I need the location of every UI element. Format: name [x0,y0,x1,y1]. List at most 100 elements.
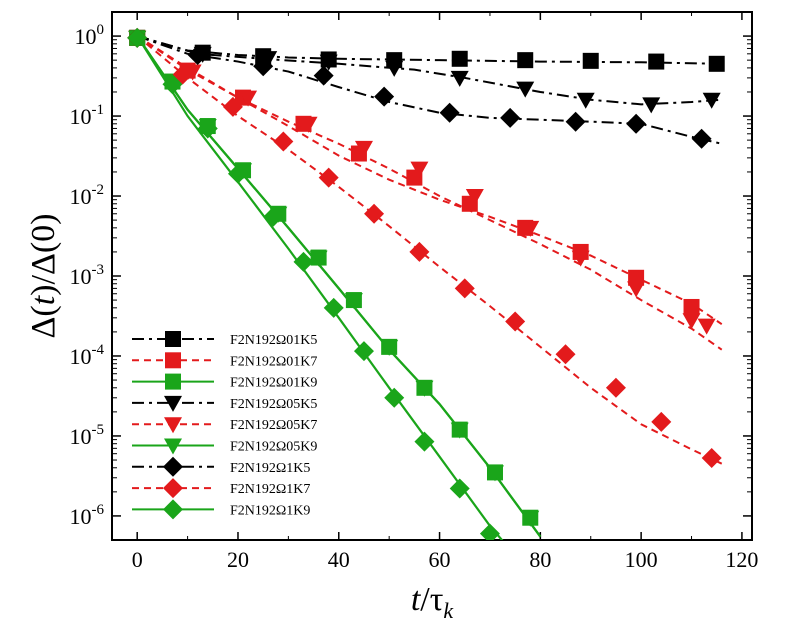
legend-item: F2N192Ω1K9 [132,499,310,520]
data-point [479,523,500,540]
data-point [313,65,334,86]
data-point [323,297,344,318]
y-tick-label-exp: -4 [92,342,105,358]
legend-label: F2N192Ω01K9 [230,376,317,391]
series-line [136,35,722,65]
data-point [708,55,725,72]
x-tick-label: 20 [227,547,249,572]
legend-marker [165,331,181,347]
data-point [227,163,248,184]
x-tick-label: 60 [429,547,451,572]
y-tick-label: 10-1 [70,102,105,129]
series-1 [129,29,725,72]
data-point [309,250,328,267]
legend-marker [165,373,181,390]
data-point [384,387,405,408]
data-point [263,206,284,227]
data-point [410,161,429,178]
legend-marker [163,478,183,499]
legend-marker [164,417,182,434]
legend-marker [163,499,183,520]
x-tick-label: 100 [625,547,658,572]
legend-label: F2N192Ω01K7 [230,354,317,369]
legend-marker [164,395,182,412]
data-point [702,92,721,109]
y-tick-label-exp: -2 [92,182,105,198]
data-point [642,97,661,114]
data-point [197,118,218,139]
series-4 [128,30,722,114]
series-line [136,35,723,351]
legend-item: F2N192Ω05K5 [132,395,317,412]
y-axis-label-a: Δ( [25,305,62,338]
y-tick-label-base: 10 [70,504,92,529]
data-point [605,377,626,398]
data-point [299,116,318,133]
data-point [521,220,540,237]
plot-frame [111,11,753,541]
y-tick-label-exp: -3 [92,262,105,278]
data-point [451,50,468,67]
data-point [485,465,504,482]
x-axis: 0 20 40 60 80 100 120 [132,12,758,572]
data-point [364,203,385,224]
data-point [353,341,374,362]
series-line [136,35,542,538]
series-line [136,35,542,538]
data-point [253,56,274,77]
data-point [318,167,339,188]
data-point [354,140,373,157]
data-point [385,60,404,77]
series-6 [128,30,542,538]
legend-marker [165,352,181,369]
data-point [521,510,540,527]
data-point [439,102,460,123]
data-point [683,298,700,315]
data-point [259,51,278,68]
data-point [465,189,484,206]
legend-item: F2N192Ω01K9 [132,373,317,391]
data-point [449,478,470,499]
legend-item: F2N192Ω05K9 [132,438,317,455]
x-axis-label-tau: τ [430,581,444,618]
y-tick-label-base: 10 [70,184,92,209]
data-point [582,52,599,69]
data-point [239,90,258,107]
legend-item: F2N192Ω01K5 [132,331,317,348]
x-axis-label: t/τk [411,581,455,621]
data-point [576,92,595,109]
data-point [682,313,701,330]
legend-marker [163,456,183,477]
data-point [450,422,469,439]
legend-item: F2N192Ω1K7 [132,478,310,499]
y-tick-label: 10-4 [70,342,105,369]
legend-item: F2N192Ω1K5 [132,456,310,477]
series-9 [127,27,504,540]
series-8 [127,27,723,469]
legend-marker [164,438,182,455]
y-tick-label-exp: -1 [92,102,105,118]
y-axis-label-var: t [25,294,62,305]
data-point [183,64,202,81]
legend-label: F2N192Ω1K7 [230,482,310,497]
data-point [571,250,590,267]
data-point [187,44,208,65]
data-point [374,86,395,107]
data-point [344,293,363,310]
y-tick-label-base: 10 [70,104,92,129]
y-axis-label: Δ(t)/Δ(0) [25,214,62,339]
y-tick-label: 100 [75,22,105,49]
data-point [454,278,475,299]
y-tick-label-base: 10 [70,344,92,369]
data-point [626,113,647,134]
legend-item: F2N192Ω05K7 [132,417,317,434]
legend-item: F2N192Ω01K7 [132,352,317,369]
data-point [293,251,314,272]
data-point [162,74,183,95]
data-point [517,52,534,69]
y-tick-label: 10-3 [70,262,105,289]
data-point [450,70,469,87]
legend-label: F2N192Ω05K9 [230,440,317,455]
